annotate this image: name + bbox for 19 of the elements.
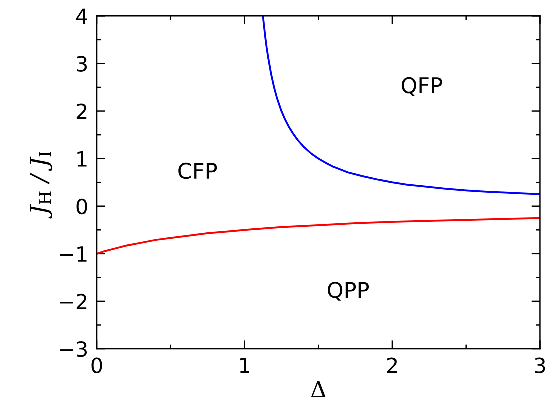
x-tick-label: 1 bbox=[240, 358, 250, 374]
y-tick-label: 2 bbox=[76, 104, 87, 120]
y-tick-label: 0 bbox=[76, 198, 88, 215]
y-tick-label: 4 bbox=[76, 8, 88, 24]
y-axis-title: J$_{H}$ / J$_{I}$ bbox=[30, 152, 52, 219]
line-series bbox=[97, 217, 540, 255]
x-tick-label: 3 bbox=[535, 358, 546, 374]
line-series bbox=[262, 16, 540, 196]
annotation: QPP bbox=[328, 282, 370, 301]
y-tick-label: −1 bbox=[60, 246, 87, 262]
annotation: CFP bbox=[178, 162, 218, 180]
x-tick-label: 0 bbox=[92, 358, 102, 374]
y-tick-label: −2 bbox=[60, 294, 87, 310]
annotation: QFP bbox=[402, 77, 442, 96]
x-axis-title: Δ bbox=[311, 380, 326, 398]
y-tick-label: 1 bbox=[78, 152, 87, 167]
y-tick-label: 3 bbox=[77, 56, 88, 72]
x-tick-label: 2 bbox=[387, 358, 398, 374]
y-tick-label: −3 bbox=[60, 341, 88, 358]
